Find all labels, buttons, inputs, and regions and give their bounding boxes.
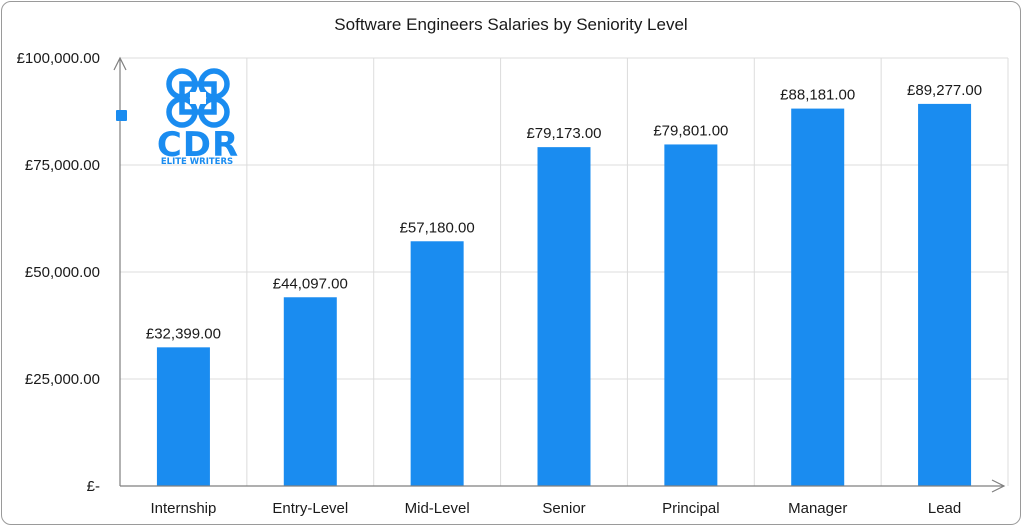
data-label: £79,801.00 [653, 122, 728, 139]
y-tick-label: £75,000.00 [25, 157, 100, 174]
y-axis [113, 56, 127, 486]
category-label: Internship [150, 500, 216, 517]
bar-senior [537, 147, 591, 486]
category-label: Entry-Level [272, 500, 348, 517]
category-label: Principal [662, 500, 720, 517]
data-label: £88,181.00 [780, 87, 855, 104]
logo-tagline: ELITE WRITERS [161, 157, 233, 167]
logo-wordmark: CDR [157, 125, 239, 165]
category-label: Mid-Level [405, 500, 470, 517]
y-tick-label: £100,000.00 [17, 50, 100, 67]
data-label: £79,173.00 [526, 125, 601, 142]
command-symbol-icon [166, 68, 230, 128]
data-label: £57,180.00 [400, 219, 475, 236]
data-label: £89,277.00 [907, 82, 982, 99]
y-tick-label: £50,000.00 [25, 264, 100, 281]
chart-title: Software Engineers Salaries by Seniority… [334, 15, 687, 34]
bar-entry-level [283, 297, 337, 486]
y-axis-ticks: £- £25,000.00 £50,000.00 £75,000.00 £100,000… [17, 50, 100, 495]
y-tick-label: £25,000.00 [25, 371, 100, 388]
data-label: £44,097.00 [273, 275, 348, 292]
category-label: Manager [788, 500, 847, 517]
legend-marker [116, 110, 127, 121]
bars [156, 103, 972, 486]
y-tick-label: £- [87, 478, 100, 495]
category-label: Senior [542, 500, 585, 517]
bar-manager [791, 108, 845, 486]
gridlines [120, 57, 1009, 486]
data-label: £32,399.00 [146, 325, 221, 342]
data-labels: £32,399.00 £44,097.00 £57,180.00 £79,173.00… [146, 82, 982, 342]
x-axis [120, 479, 1006, 493]
x-axis-categories: Internship Entry-Level Mid-Level Senior Prin… [150, 500, 961, 517]
bar-lead [918, 103, 972, 486]
bar-internship [156, 347, 210, 486]
bar-mid-level [410, 241, 464, 486]
cdr-logo: CDR ELITE WRITERS [157, 68, 239, 167]
category-label: Lead [928, 500, 961, 517]
bar-principal [664, 144, 718, 486]
